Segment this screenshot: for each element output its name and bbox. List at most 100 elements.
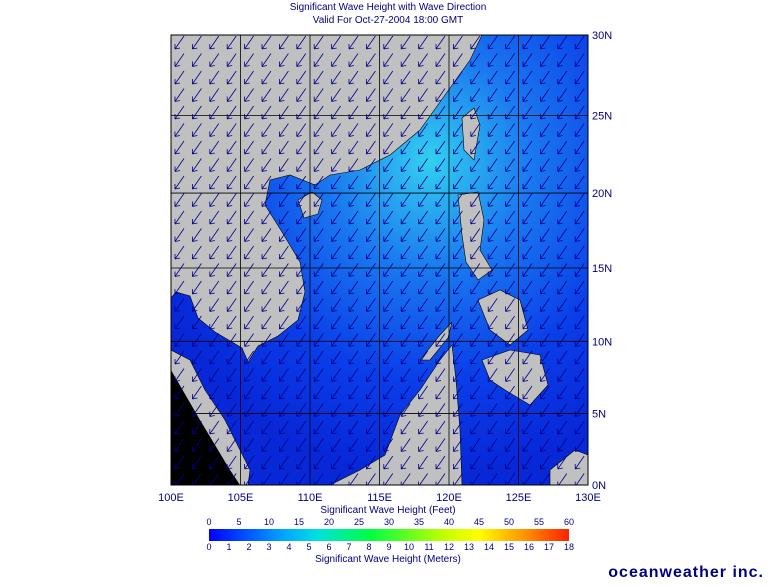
wave-arrow bbox=[522, 193, 533, 207]
mainland bbox=[171, 35, 483, 363]
wave-arrow bbox=[435, 438, 446, 452]
wave-arrow bbox=[348, 350, 359, 365]
wave-arrow bbox=[540, 123, 550, 137]
colorbar-tick-label: 55 bbox=[534, 517, 544, 527]
wave-arrow bbox=[279, 438, 289, 452]
wave-arrow bbox=[296, 105, 307, 120]
wave-arrow bbox=[522, 315, 533, 330]
wave-arrow bbox=[453, 350, 463, 365]
wave-arrow bbox=[453, 368, 463, 382]
wave-arrow bbox=[313, 333, 324, 347]
wave-arrow bbox=[540, 53, 550, 67]
wave-arrow bbox=[383, 368, 394, 382]
wave-arrow bbox=[574, 385, 585, 400]
wave-arrow bbox=[226, 315, 237, 330]
wave-arrow bbox=[226, 333, 237, 347]
wave-arrow bbox=[226, 350, 237, 365]
wave-arrow bbox=[540, 140, 550, 155]
wave-arrow bbox=[557, 315, 568, 330]
lat-tick-label: 10N bbox=[592, 336, 612, 348]
wave-arrow bbox=[574, 35, 585, 50]
wave-arrow bbox=[279, 228, 289, 242]
wave-arrow bbox=[487, 315, 498, 330]
wave-arrow bbox=[505, 228, 515, 242]
wave-arrow bbox=[192, 105, 202, 120]
wave-arrow bbox=[261, 88, 272, 102]
wave-arrow bbox=[313, 315, 324, 330]
wave-arrow bbox=[244, 403, 254, 417]
wave-arrow bbox=[348, 210, 359, 225]
wave-arrow bbox=[279, 210, 289, 225]
wave-arrow bbox=[522, 245, 533, 260]
wave-arrow bbox=[366, 438, 376, 452]
wave-arrow bbox=[557, 420, 568, 435]
wave-arrow bbox=[522, 473, 533, 485]
wave-arrow bbox=[505, 123, 515, 137]
wave-arrow bbox=[313, 70, 324, 85]
wave-arrow bbox=[487, 333, 498, 347]
wave-arrow bbox=[435, 210, 446, 225]
wave-arrow bbox=[470, 35, 481, 50]
wave-arrow bbox=[331, 158, 341, 172]
wave-arrow bbox=[453, 245, 463, 260]
wave-arrow bbox=[487, 420, 498, 435]
wave-arrow bbox=[418, 385, 428, 400]
wave-arrow bbox=[487, 263, 498, 277]
wave-arrow bbox=[174, 333, 185, 347]
wave-arrow bbox=[192, 368, 202, 382]
wave-arrow bbox=[505, 193, 515, 207]
wave-arrow bbox=[540, 333, 550, 347]
wave-arrow bbox=[174, 455, 185, 470]
wave-arrow bbox=[418, 158, 428, 172]
wave-arrow bbox=[261, 175, 272, 190]
wave-arrow bbox=[574, 420, 585, 435]
wave-arrow bbox=[400, 70, 411, 85]
wave-arrow bbox=[226, 420, 237, 435]
mindanao bbox=[481, 349, 549, 406]
wave-arrow bbox=[418, 228, 428, 242]
wave-arrow bbox=[348, 385, 359, 400]
wave-arrow bbox=[279, 315, 289, 330]
wave-arrow bbox=[366, 315, 376, 330]
wave-arrow bbox=[505, 455, 515, 470]
wave-arrow bbox=[313, 123, 324, 137]
wave-arrow bbox=[540, 368, 550, 382]
wave-arrow bbox=[574, 70, 585, 85]
wave-arrow bbox=[348, 105, 359, 120]
wave-arrow bbox=[453, 53, 463, 67]
wave-arrow bbox=[244, 105, 254, 120]
wave-arrow bbox=[296, 193, 307, 207]
island bbox=[549, 449, 588, 485]
wave-arrow bbox=[540, 455, 550, 470]
wave-arrow bbox=[435, 140, 446, 155]
wave-arrow bbox=[453, 88, 463, 102]
wave-arrow bbox=[383, 385, 394, 400]
wave-arrow bbox=[192, 140, 202, 155]
wave-arrow bbox=[209, 245, 220, 260]
wave-arrow bbox=[487, 298, 498, 312]
wave-arrow bbox=[400, 105, 411, 120]
wave-arrow bbox=[400, 35, 411, 50]
wave-arrow bbox=[192, 315, 202, 330]
colorbar-tick-label: 0 bbox=[206, 542, 211, 552]
wave-arrow bbox=[557, 193, 568, 207]
wave-arrow bbox=[435, 228, 446, 242]
wave-arrow bbox=[192, 228, 202, 242]
lat-tick-label: 20N bbox=[592, 188, 612, 200]
wave-arrow bbox=[557, 140, 568, 155]
wave-arrow bbox=[557, 70, 568, 85]
wave-arrow bbox=[400, 350, 411, 365]
wave-arrow bbox=[366, 228, 376, 242]
wave-arrow bbox=[574, 53, 585, 67]
wave-arrow bbox=[435, 175, 446, 190]
wave-arrow bbox=[192, 385, 202, 400]
wave-arrow bbox=[435, 455, 446, 470]
wave-arrow bbox=[192, 333, 202, 347]
visayas bbox=[477, 289, 529, 346]
colorbar-tick-label: 8 bbox=[366, 542, 371, 552]
wave-arrow bbox=[331, 280, 341, 295]
wave-arrow bbox=[209, 420, 220, 435]
wave-arrow bbox=[366, 280, 376, 295]
wave-arrow bbox=[435, 385, 446, 400]
wave-arrow bbox=[383, 35, 394, 50]
